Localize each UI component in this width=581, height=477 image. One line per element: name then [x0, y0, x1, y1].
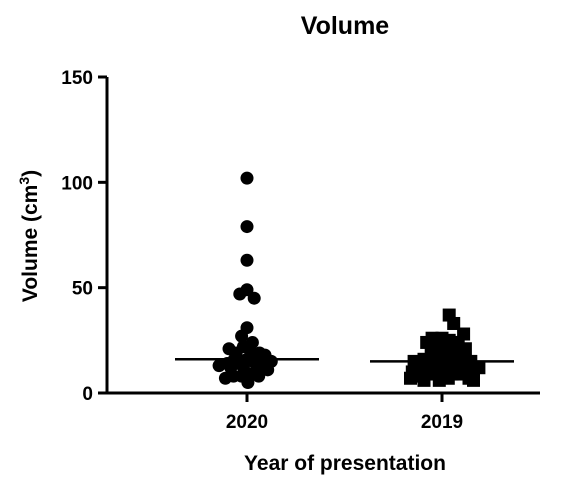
y-axis-label: Volume (cm3): [16, 170, 42, 302]
data-point-2020: [240, 283, 254, 297]
data-point-2020: [218, 371, 232, 385]
data-point-2020: [261, 363, 275, 377]
x-tick-label: 2019: [421, 412, 463, 433]
data-point-2020: [235, 329, 249, 343]
x-axis-label: Year of presentation: [244, 452, 446, 475]
y-tick-label: 0: [82, 384, 93, 405]
data-point-2020: [212, 359, 226, 373]
data-point-2020: [240, 220, 254, 234]
data-point-2019: [447, 316, 461, 330]
data-point-2019: [467, 373, 480, 387]
data-point-2020: [240, 171, 254, 185]
data-point-2020: [247, 291, 261, 305]
data-point-2020: [240, 253, 254, 267]
data-point-2020: [252, 369, 266, 383]
data-point-2019: [441, 371, 455, 385]
y-axis-label-close: ): [19, 170, 42, 177]
y-tick-label: 100: [61, 173, 93, 194]
median-lines: [175, 358, 514, 363]
y-tick-label: 150: [61, 68, 93, 89]
data-point-2019: [472, 361, 486, 375]
chart-title: Volume: [301, 12, 390, 40]
y-ticks: 0 50 100 150: [61, 68, 107, 405]
y-tick-label: 50: [72, 279, 93, 300]
y-axis-label-main: Volume (cm: [19, 185, 42, 302]
data-point-2019: [404, 371, 417, 385]
data-point-2019: [417, 373, 431, 387]
data-points: [212, 171, 486, 389]
data-point-2019: [420, 335, 434, 349]
x-ticks: 2020 2019: [226, 393, 463, 433]
x-tick-label: 2020: [226, 412, 268, 433]
y-axis-label-superscript: 3: [16, 177, 32, 185]
data-point-2020: [241, 375, 255, 389]
